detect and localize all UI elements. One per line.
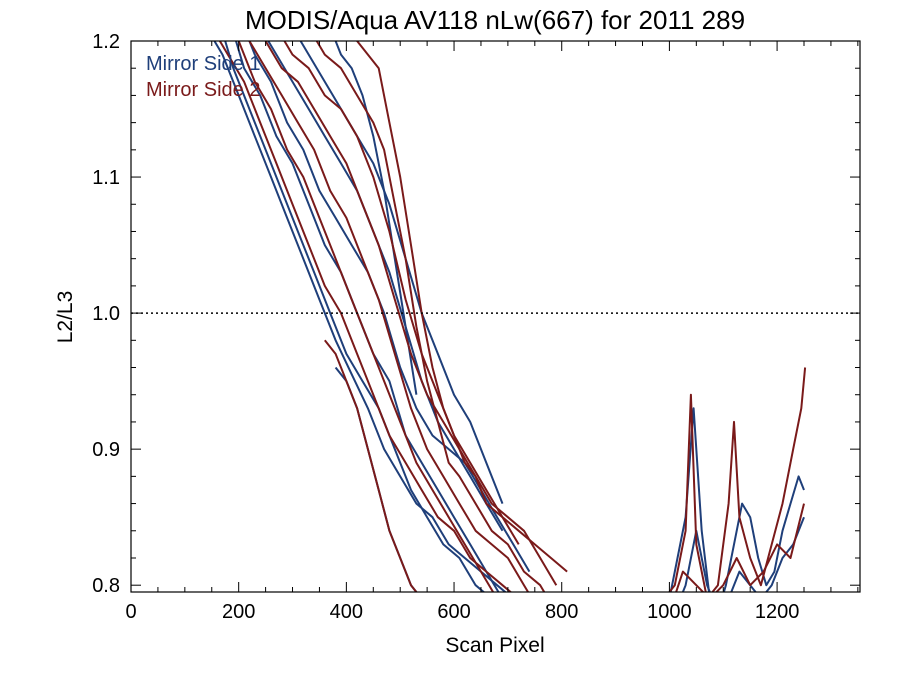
series-line-20 <box>675 503 805 592</box>
series-line-18 <box>324 339 418 592</box>
series-line-7 <box>334 41 418 395</box>
y-tick-label: 1.0 <box>92 303 120 325</box>
chart-title: MODIS/Aqua AV118 nLw(667) for 2011 289 <box>245 5 745 35</box>
series-line-6 <box>299 41 504 504</box>
x-tick-label: 0 <box>125 601 136 623</box>
series-line-13 <box>248 41 530 592</box>
series-line-12 <box>237 41 495 592</box>
y-tick-label: 1.1 <box>92 167 120 189</box>
x-tick-label: 800 <box>545 601 578 623</box>
x-tick-label: 200 <box>222 601 255 623</box>
legend-item-mirror-side-2: Mirror Side 2 <box>146 79 260 101</box>
legend-item-mirror-side-1: Mirror Side 1 <box>146 53 260 75</box>
legend: Mirror Side 1 Mirror Side 2 <box>146 53 260 101</box>
series-line-16 <box>315 41 546 592</box>
x-tick-label: 600 <box>437 601 470 623</box>
y-tick-label: 0.9 <box>92 439 120 461</box>
series-line-17 <box>356 41 568 573</box>
x-tick-label: 400 <box>330 601 363 623</box>
series-line-1 <box>213 41 507 592</box>
y-tick-label: 1.2 <box>92 31 120 53</box>
series-layer <box>213 41 807 592</box>
x-axis-label: Scan Pixel <box>445 634 544 657</box>
y-axis-ticks: 0.8 0.9 1.0 1.1 1.2 <box>92 31 860 597</box>
series-line-11 <box>218 41 513 592</box>
x-tick-label: 1200 <box>755 601 800 623</box>
series-line-3 <box>234 41 500 592</box>
series-line-2 <box>224 41 486 592</box>
series-line-14 <box>264 41 558 586</box>
x-axis-ticks: 0 200 400 600 800 1000 1200 <box>125 41 859 623</box>
series-line-15 <box>283 41 520 545</box>
x-tick-label: 1000 <box>647 601 692 623</box>
series-line-19 <box>668 367 807 592</box>
y-tick-label: 0.8 <box>92 575 120 597</box>
plot-frame <box>130 40 861 593</box>
y-axis-label: L2/L3 <box>54 291 77 344</box>
